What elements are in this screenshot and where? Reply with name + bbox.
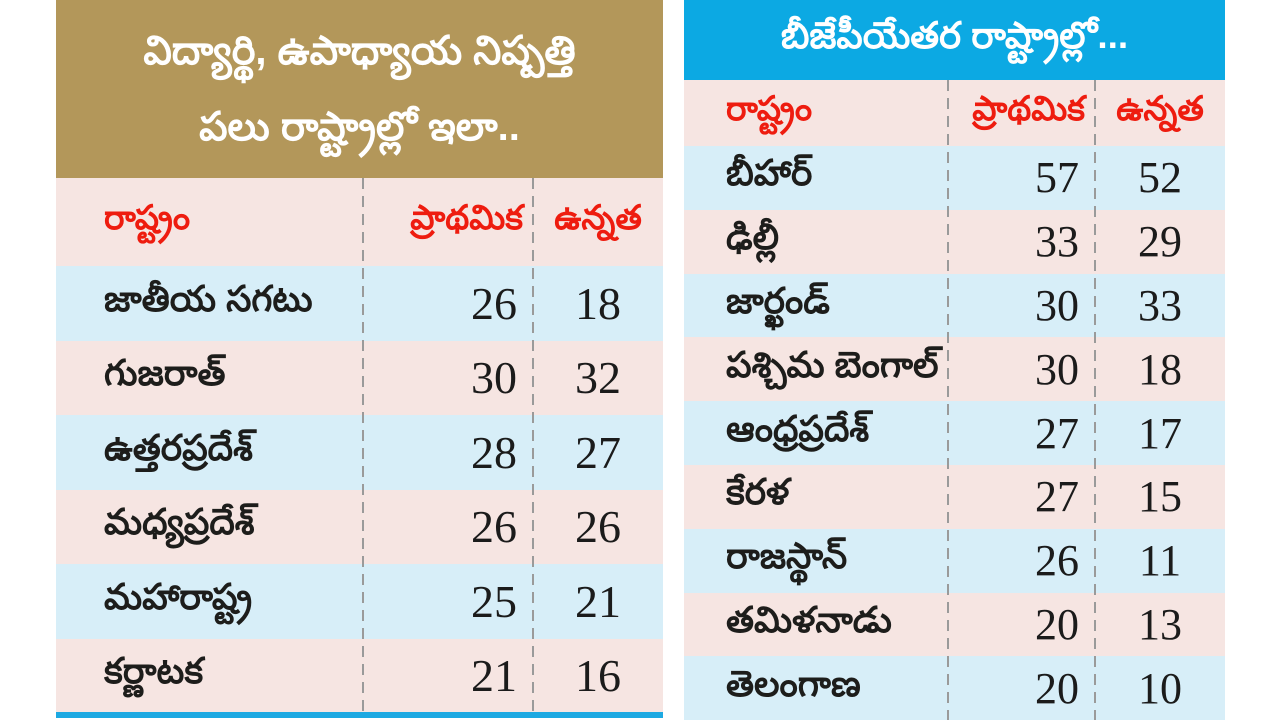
left-title-line2: పలు రాష్ట్రాల్లో ఇలా..	[199, 105, 520, 149]
upper-value-cell: 33	[1138, 280, 1182, 330]
state-cell: ఉత్తరప్రదేశ్	[104, 426, 253, 468]
upper-value-cell: 18	[1138, 344, 1182, 394]
column-header-upper: ఉన్నత	[1116, 89, 1204, 128]
upper-value-cell: 10	[1138, 663, 1182, 713]
state-cell: కేరళ	[726, 471, 790, 513]
upper-value-cell: 11	[1138, 536, 1182, 586]
table-row: కర్ణాటక 21 16	[56, 638, 663, 713]
left-table: విద్యార్థి, ఉపాధ్యాయ నిష్పత్తి పలు రాష్ట…	[56, 0, 663, 718]
table-row: తెలంగాణ 20 10	[684, 656, 1225, 720]
upper-value-cell: 21	[575, 575, 621, 627]
left-table-title: విద్యార్థి, ఉపాధ్యాయ నిష్పత్తి పలు రాష్ట…	[56, 0, 663, 178]
table-row: రాజస్థాన్ 26 11	[684, 528, 1225, 593]
table-row: మహారాష్ట్ర 25 21	[56, 564, 663, 639]
upper-value-cell: 26	[575, 501, 621, 553]
state-cell: జార్ఖండ్	[726, 279, 830, 321]
primary-value-cell: 33	[1035, 217, 1079, 267]
state-cell: రాజస్థాన్	[726, 535, 848, 577]
primary-value-cell: 26	[471, 501, 517, 553]
primary-value-cell: 30	[471, 352, 517, 404]
state-cell: బీహార్	[726, 152, 813, 194]
table-row: జాతీయ సగటు 26 18	[56, 266, 663, 341]
dashed-separator	[1094, 80, 1096, 720]
table-row: ఆంధ్రప్రదేశ్ 27 17	[684, 401, 1225, 465]
upper-value-cell: 29	[1138, 217, 1182, 267]
state-cell: జాతీయ సగటు	[104, 277, 313, 319]
dashed-separator	[532, 178, 534, 713]
column-header-state: రాష్ట్రం	[104, 198, 191, 237]
primary-value-cell: 28	[471, 426, 517, 478]
state-cell: మహారాష్ట్ర	[104, 575, 253, 617]
upper-value-cell: 15	[1138, 472, 1182, 522]
right-title-text: బీజేపీయేతర రాష్ట్రాల్లో...	[780, 14, 1129, 56]
table-row: మధ్యప్రదేశ్ 26 26	[56, 489, 663, 564]
table-row: జార్ఖండ్ 30 33	[684, 273, 1225, 338]
table-row: ఉత్తరప్రదేశ్ 28 27	[56, 415, 663, 490]
primary-value-cell: 20	[1035, 599, 1079, 649]
table-row: గుజరాత్ 30 32	[56, 340, 663, 415]
state-cell: పశ్చిమ బెంగాల్	[726, 343, 939, 385]
column-header-upper: ఉన్నత	[554, 198, 642, 237]
column-header-state: రాష్ట్రం	[726, 89, 813, 128]
primary-value-cell: 30	[1035, 280, 1079, 330]
primary-value-cell: 27	[1035, 472, 1079, 522]
upper-value-cell: 27	[575, 426, 621, 478]
dashed-separator	[362, 178, 364, 713]
dashed-separator	[947, 80, 949, 720]
bottom-accent-bar	[56, 712, 663, 718]
primary-value-cell: 26	[471, 277, 517, 329]
left-column-header-row: రాష్ట్రం ప్రాథమిక ఉన్నత	[56, 178, 663, 266]
upper-value-cell: 17	[1138, 408, 1182, 458]
state-cell: కర్ణాటక	[104, 650, 204, 692]
upper-value-cell: 32	[575, 352, 621, 404]
table-row: పశ్చిమ బెంగాల్ 30 18	[684, 337, 1225, 402]
table-row: తమిళనాడు 20 13	[684, 592, 1225, 657]
right-table: బీజేపీయేతర రాష్ట్రాల్లో... రాష్ట్రం ప్రా…	[684, 0, 1225, 720]
state-cell: మధ్యప్రదేశ్	[104, 501, 255, 543]
column-header-primary: ప్రాథమిక	[410, 198, 523, 237]
right-table-title: బీజేపీయేతర రాష్ట్రాల్లో...	[684, 0, 1225, 80]
primary-value-cell: 20	[1035, 663, 1079, 713]
column-header-primary: ప్రాథమిక	[972, 89, 1085, 128]
primary-value-cell: 25	[471, 575, 517, 627]
upper-value-cell: 52	[1138, 153, 1182, 203]
table-row: ఢిల్లీ 33 29	[684, 209, 1225, 274]
upper-value-cell: 13	[1138, 599, 1182, 649]
upper-value-cell: 16	[575, 650, 621, 702]
state-cell: ఢిల్లీ	[726, 216, 780, 258]
left-title-line1: విద్యార్థి, ఉపాధ్యాయ నిష్పత్తి	[143, 29, 576, 73]
state-cell: ఆంధ్రప్రదేశ్	[726, 407, 870, 449]
primary-value-cell: 26	[1035, 536, 1079, 586]
state-cell: గుజరాత్	[104, 352, 226, 394]
table-row: బీహార్ 57 52	[684, 146, 1225, 210]
right-column-header-row: రాష్ట్రం ప్రాథమిక ఉన్నత	[684, 80, 1225, 146]
primary-value-cell: 30	[1035, 344, 1079, 394]
upper-value-cell: 18	[575, 277, 621, 329]
primary-value-cell: 27	[1035, 408, 1079, 458]
state-cell: తెలంగాణ	[726, 662, 861, 704]
primary-value-cell: 57	[1035, 153, 1079, 203]
state-cell: తమిళనాడు	[726, 598, 892, 640]
table-row: కేరళ 27 15	[684, 464, 1225, 529]
primary-value-cell: 21	[471, 650, 517, 702]
